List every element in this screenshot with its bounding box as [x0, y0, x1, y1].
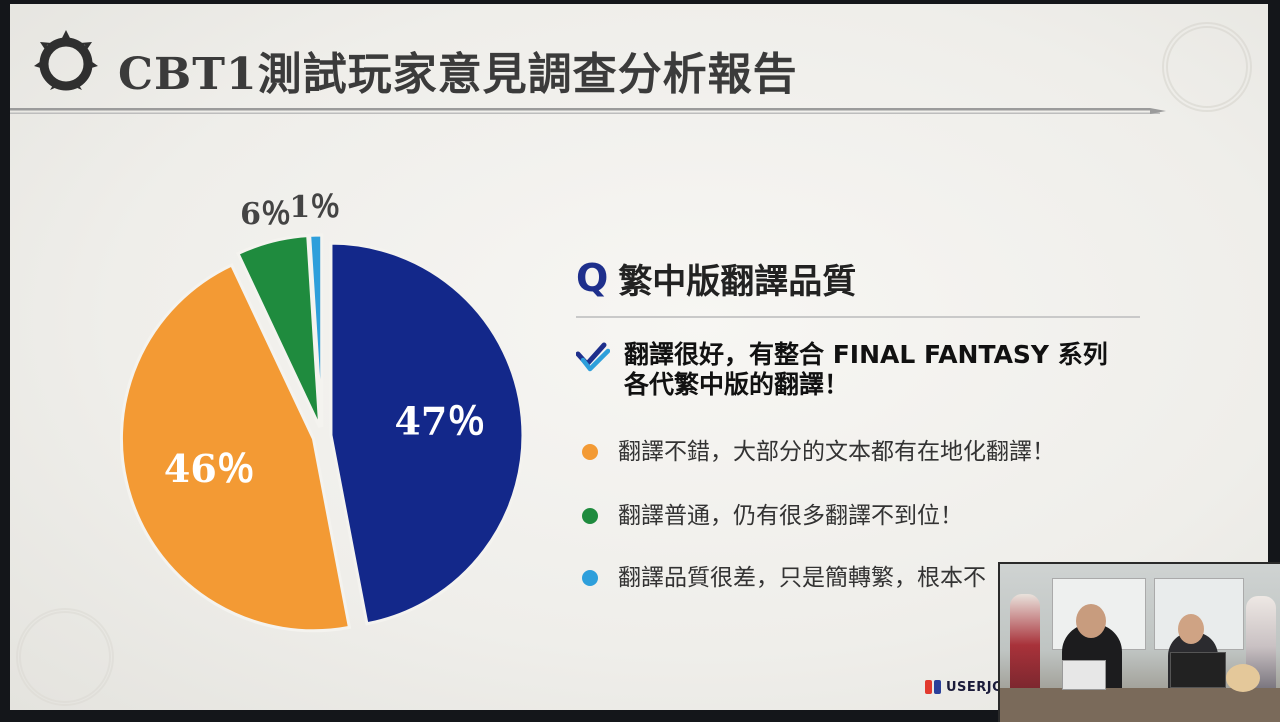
meteor-emblem-icon [34, 30, 98, 91]
question-text: 繁中版翻譯品質 [618, 261, 857, 302]
option-1: 翻譯很好，有整合 FINAL FANTASY 系列 各代繁中版的翻譯！ [576, 340, 1108, 400]
option-1-line-2: 各代繁中版的翻譯！ [624, 370, 850, 399]
blue-bullet-icon [582, 570, 598, 586]
pie-chart: 47％ 46％ 6％1％ [119, 190, 525, 633]
option-2-text: 翻譯不錯，大部分的文本都有在地化翻譯！ [618, 439, 1055, 465]
laptop [1170, 652, 1226, 688]
pie-slice-4 [308, 233, 324, 428]
question-heading: Q 繁中版翻譯品質 [576, 254, 856, 302]
question-mark: Q [576, 256, 609, 300]
webcam-overlay [998, 562, 1280, 722]
pie-slice-label-4: 1％ [289, 190, 340, 225]
pie-slice-label-1: 47％ [394, 398, 485, 443]
orange-bullet-icon [582, 444, 598, 460]
question-divider [576, 316, 1140, 318]
logo-text: USERJOY [946, 679, 1014, 695]
presenter-head [1178, 614, 1204, 644]
option-2: 翻譯不錯，大部分的文本都有在地化翻譯！ [576, 436, 1055, 468]
pie-slice-label-2: 46％ [164, 446, 255, 491]
green-bullet-icon [582, 508, 598, 524]
pie-slice-label-3: 6％ [240, 197, 291, 232]
option-3: 翻譯普通，仍有很多翻譯不到位！ [576, 500, 963, 532]
pie-slice-2 [119, 263, 352, 633]
userjoy-logo-icon [925, 680, 941, 694]
laptop [1062, 660, 1106, 690]
page-title: CBT1測試玩家意見調查分析報告 [118, 49, 798, 100]
presenter-head [1076, 604, 1106, 638]
userjoy-logo: USERJOY [924, 678, 1013, 696]
option-4: 翻譯品質很差，只是簡轉繁，根本不 [576, 562, 986, 594]
option-3-text: 翻譯普通，仍有很多翻譯不到位！ [618, 503, 963, 529]
title-bar: CBT1測試玩家意見調查分析報告 [10, 4, 1268, 114]
decorative-ring-icon [1162, 22, 1252, 112]
pie-slice-3 [236, 234, 322, 428]
option-4-text: 翻譯品質很差，只是簡轉繁，根本不 [618, 565, 986, 591]
decorative-crystal-ring-icon [16, 608, 114, 706]
desk [1000, 688, 1280, 722]
double-check-icon [576, 342, 610, 372]
title-divider [10, 108, 1166, 114]
pie-slice-1 [329, 241, 525, 626]
plush-toy [1226, 664, 1260, 692]
option-1-line-1: 翻譯很好，有整合 FINAL FANTASY 系列 [624, 340, 1108, 369]
slide: CBT1測試玩家意見調查分析報告 47％ 46％ 6％ 1％ Q 繁中版翻譯品質 翻譯… [10, 4, 1268, 710]
